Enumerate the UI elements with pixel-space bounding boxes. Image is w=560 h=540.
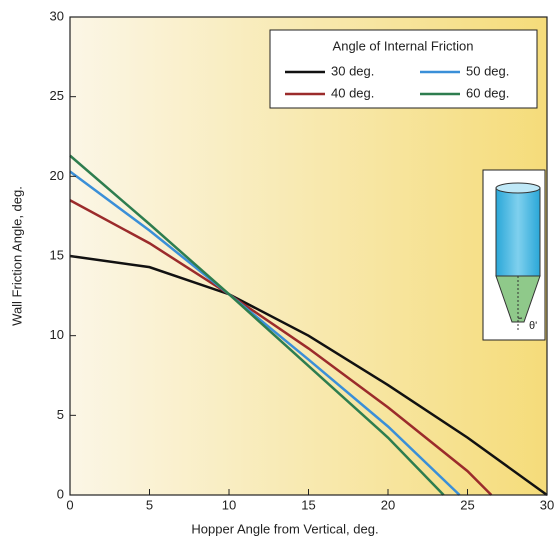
legend: Angle of Internal Friction 30 deg. 40 deg… — [269, 29, 538, 109]
hopper-cone — [495, 275, 541, 323]
angle-label: θ' — [529, 320, 537, 332]
x-axis-label: Hopper Angle from Vertical, deg. — [191, 521, 378, 536]
series-line — [69, 254, 548, 497]
legend-label: 60 deg. — [466, 85, 509, 100]
legend-label: 40 deg. — [331, 85, 374, 100]
series-line — [69, 199, 493, 496]
legend-label: 30 deg. — [331, 63, 374, 78]
hopper-top — [495, 182, 541, 194]
x-tick-label: 25 — [460, 497, 474, 512]
legend-label: 50 deg. — [466, 63, 509, 78]
y-tick-label: 5 — [57, 407, 64, 422]
x-tick-label: 20 — [381, 497, 395, 512]
y-tick-label: 30 — [50, 8, 64, 23]
x-tick-label: 0 — [66, 497, 73, 512]
series-line — [69, 154, 445, 496]
x-tick-label: 15 — [301, 497, 315, 512]
x-tick-label: 30 — [540, 497, 554, 512]
hopper-cylinder — [495, 187, 541, 277]
y-tick-label: 20 — [50, 168, 64, 183]
y-tick-label: 0 — [57, 486, 64, 501]
y-tick-label: 10 — [50, 327, 64, 342]
y-tick-label: 25 — [50, 88, 64, 103]
hopper-inset: θ' — [482, 169, 546, 341]
x-tick-label: 10 — [222, 497, 236, 512]
y-axis-label: Wall Friction Angle, deg. — [9, 186, 24, 326]
legend-title: Angle of Internal Friction — [333, 38, 474, 53]
series-line — [69, 170, 461, 496]
y-tick-label: 15 — [50, 247, 64, 262]
x-tick-label: 5 — [146, 497, 153, 512]
